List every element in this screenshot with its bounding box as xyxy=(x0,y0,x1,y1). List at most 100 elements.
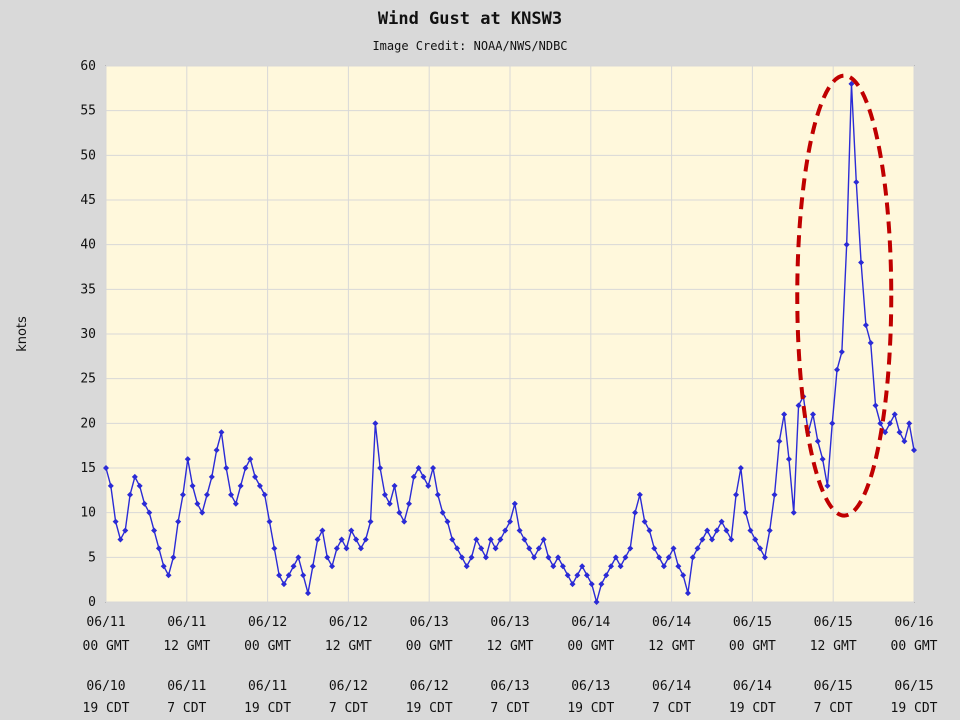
x-tick-label-gmt-time: 00 GMT xyxy=(891,639,938,654)
data-point xyxy=(314,536,321,543)
x-tick-label-cdt-time: 19 CDT xyxy=(567,701,614,716)
data-point xyxy=(834,366,841,373)
data-point xyxy=(122,527,129,534)
x-tick-labels: 06/11 00 GMT 06/10 19 CDT 06/11 12 GMT 06/11 7 … xyxy=(83,615,938,716)
data-point xyxy=(261,491,268,498)
data-point xyxy=(540,536,547,543)
data-point xyxy=(127,491,134,498)
data-point xyxy=(406,500,412,507)
data-point xyxy=(694,545,701,552)
data-point xyxy=(555,554,562,561)
data-point xyxy=(256,482,263,489)
data-point xyxy=(574,572,581,579)
data-point xyxy=(208,473,215,480)
data-point xyxy=(309,563,316,570)
chart-subtitle: Image Credit: NOAA/NWS/NDBC xyxy=(372,39,567,53)
y-tick-label: 45 xyxy=(80,193,96,208)
data-point xyxy=(598,581,605,588)
x-tick-label-cdt-time: 19 CDT xyxy=(244,701,291,716)
data-point xyxy=(401,518,408,525)
x-tick-label-gmt-date: 06/11 xyxy=(86,615,125,630)
data-point xyxy=(271,545,278,552)
data-point xyxy=(603,572,610,579)
x-tick-label-cdt-time: 19 CDT xyxy=(406,701,453,716)
data-point xyxy=(829,420,836,427)
data-point xyxy=(290,563,297,570)
data-point xyxy=(872,402,879,409)
data-point xyxy=(785,456,792,463)
data-point xyxy=(285,572,292,579)
data-point xyxy=(348,527,355,534)
y-tick-label: 20 xyxy=(80,416,96,431)
data-point xyxy=(713,527,720,534)
data-point xyxy=(439,509,446,516)
data-point xyxy=(237,482,244,489)
x-tick-label-cdt-time: 7 CDT xyxy=(490,701,529,716)
data-point xyxy=(521,536,528,543)
data-point xyxy=(362,536,369,543)
data-point xyxy=(280,581,287,588)
data-point xyxy=(757,545,764,552)
data-point xyxy=(824,482,831,489)
data-point xyxy=(531,554,538,561)
data-point xyxy=(728,536,735,543)
x-tick-label-gmt-time: 12 GMT xyxy=(648,639,695,654)
data-point xyxy=(737,465,744,471)
data-point xyxy=(179,491,186,498)
data-point xyxy=(656,554,663,561)
data-point xyxy=(232,500,239,507)
data-point xyxy=(228,491,235,498)
data-point xyxy=(170,554,177,561)
data-point xyxy=(617,563,624,570)
data-point xyxy=(516,527,523,534)
x-tick-label-gmt-time: 12 GMT xyxy=(325,639,372,654)
data-point xyxy=(862,322,869,329)
y-tick-label: 0 xyxy=(88,595,96,610)
data-point xyxy=(718,518,725,525)
data-point xyxy=(107,482,114,489)
data-point xyxy=(795,402,802,409)
data-point xyxy=(454,545,461,552)
x-tick-label-gmt-date: 06/14 xyxy=(652,615,691,630)
data-point xyxy=(458,554,465,561)
data-point xyxy=(492,545,499,552)
y-tick-label: 15 xyxy=(80,461,96,476)
x-tick-label-cdt-date: 06/13 xyxy=(490,679,529,694)
data-point xyxy=(742,509,749,516)
y-tick-label: 60 xyxy=(80,59,96,74)
data-point xyxy=(579,563,586,570)
data-point xyxy=(295,554,302,561)
data-point xyxy=(704,527,711,534)
data-point xyxy=(338,536,345,543)
y-tick-label: 10 xyxy=(80,506,96,521)
data-point xyxy=(151,527,158,534)
x-tick-label-gmt-date: 06/13 xyxy=(490,615,529,630)
x-tick-label-gmt-date: 06/11 xyxy=(167,615,206,630)
data-point xyxy=(372,420,379,427)
data-point xyxy=(752,536,759,543)
x-tick-label-cdt-time: 7 CDT xyxy=(329,701,368,716)
data-point xyxy=(747,527,754,534)
data-point xyxy=(377,465,384,471)
data-point xyxy=(415,465,422,471)
data-point xyxy=(526,545,533,552)
x-tick-label-cdt-time: 7 CDT xyxy=(652,701,691,716)
x-tick-label-gmt-time: 00 GMT xyxy=(406,639,453,654)
peak-highlight-ellipse xyxy=(795,73,894,518)
x-tick-label-gmt-time: 00 GMT xyxy=(244,639,291,654)
data-point xyxy=(425,482,432,489)
data-point xyxy=(612,554,619,561)
data-point xyxy=(535,545,542,552)
data-point xyxy=(665,554,672,561)
x-tick-label-cdt-date: 06/14 xyxy=(733,679,772,694)
data-point xyxy=(641,518,648,525)
data-point xyxy=(430,465,437,471)
data-point xyxy=(502,527,509,534)
data-point xyxy=(218,429,225,436)
data-point xyxy=(877,420,884,427)
x-tick-label-cdt-time: 7 CDT xyxy=(167,701,206,716)
chart-title: Wind Gust at KNSW3 xyxy=(378,9,562,29)
data-point xyxy=(593,599,600,605)
data-point xyxy=(449,536,456,543)
